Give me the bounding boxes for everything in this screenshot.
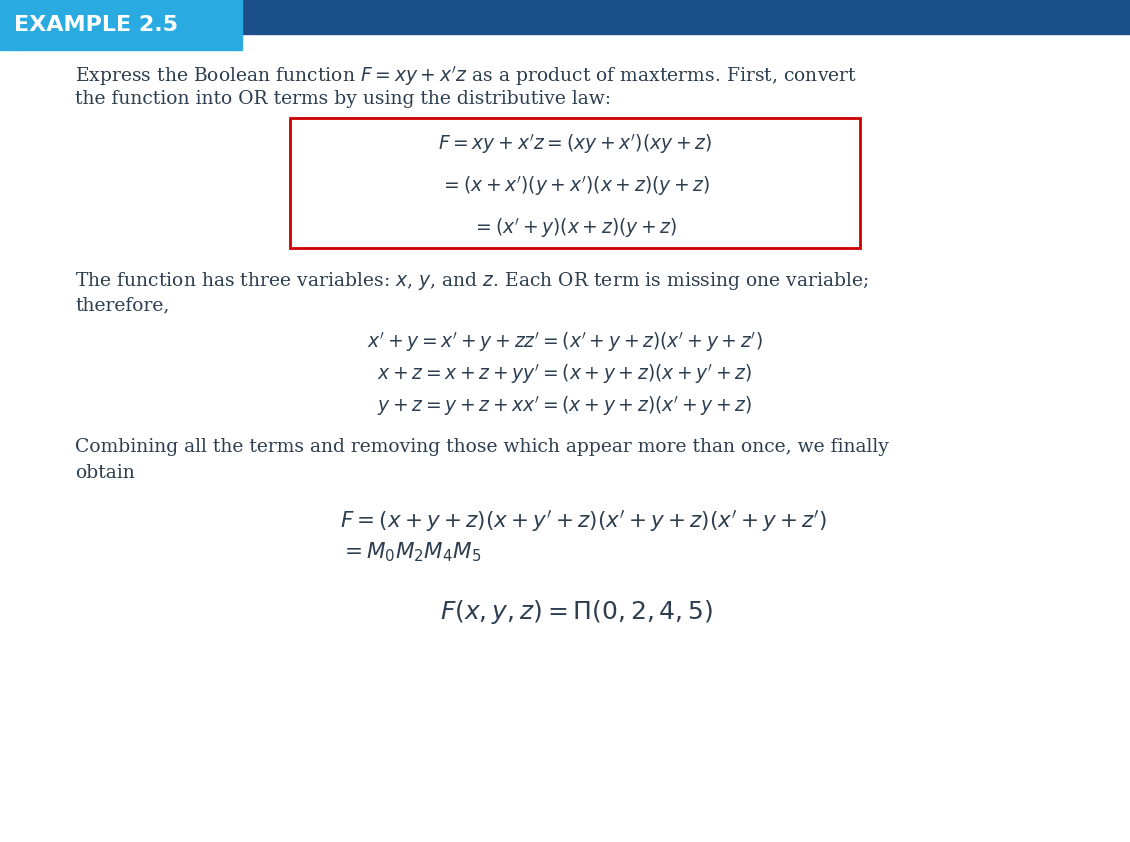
Bar: [290, 118, 860, 248]
Text: The function has three variables: $x$, $y$, and $z$. Each OR term is missing one: The function has three variables: $x$, $…: [75, 270, 869, 292]
Text: $F = xy + x'z = (xy + x')(xy + z)$: $F = xy + x'z = (xy + x')(xy + z)$: [438, 132, 712, 156]
Text: $F = (x + y + z)(x + y' + z)(x' + y + z)(x' + y + z')$: $F = (x + y + z)(x + y' + z)(x' + y + z)…: [340, 508, 827, 534]
Text: $x' + y = x' + y + zz' = (x' + y + z)(x' + y + z')$: $x' + y = x' + y + zz' = (x' + y + z)(x'…: [367, 330, 763, 354]
Text: $= M_0M_2M_4M_5$: $= M_0M_2M_4M_5$: [340, 540, 481, 563]
Text: $= (x' + y)(x + z)(y + z)$: $= (x' + y)(x + z)(y + z)$: [472, 216, 678, 240]
Text: $F(x, y, z) = \Pi(0, 2, 4, 5)$: $F(x, y, z) = \Pi(0, 2, 4, 5)$: [440, 598, 713, 626]
Text: $x + z = x + z + yy' = (x + y + z)(x + y' + z)$: $x + z = x + z + yy' = (x + y + z)(x + y…: [377, 362, 753, 386]
Bar: [0, 0, 242, 50]
Text: the function into OR terms by using the distributive law:: the function into OR terms by using the …: [75, 90, 611, 108]
Text: obtain: obtain: [75, 464, 134, 482]
Text: EXAMPLE 2.5: EXAMPLE 2.5: [14, 15, 179, 35]
Text: $y + z = y + z + xx' = (x + y + z)(x' + y + z)$: $y + z = y + z + xx' = (x + y + z)(x' + …: [377, 394, 753, 418]
Text: therefore,: therefore,: [75, 296, 170, 314]
Text: Combining all the terms and removing those which appear more than once, we final: Combining all the terms and removing tho…: [75, 438, 889, 456]
Text: $= (x + x')(y + x')(x + z)(y + z)$: $= (x + x')(y + x')(x + z)(y + z)$: [440, 174, 710, 198]
Text: Express the Boolean function $F = xy + x'z$ as a product of maxterms. First, con: Express the Boolean function $F = xy + x…: [75, 64, 857, 88]
Bar: [0, 0, 1130, 34]
